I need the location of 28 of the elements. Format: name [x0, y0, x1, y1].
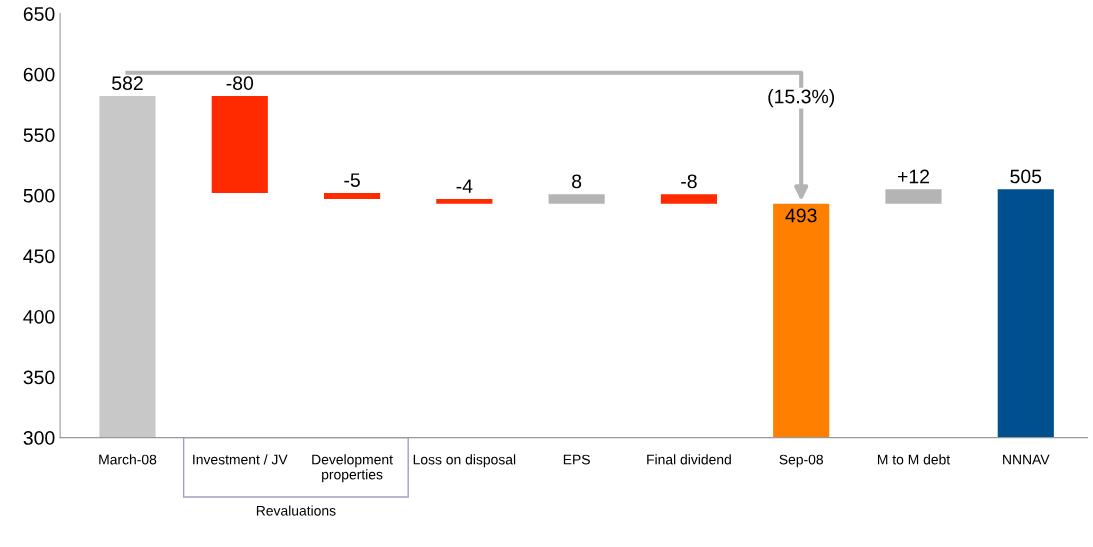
data-label: +12 — [897, 169, 930, 184]
data-label: 505 — [1010, 169, 1042, 184]
x-tick-label: Final dividend — [647, 454, 731, 465]
y-tick-label: 500 — [23, 188, 55, 203]
data-label: -5 — [344, 173, 360, 187]
data-label: 8 — [572, 174, 582, 189]
x-tick-label: EPS — [563, 454, 590, 465]
x-tick-label: Development properties — [312, 454, 393, 483]
x-tick-label: March-08 — [99, 454, 157, 465]
y-tick-label: 600 — [23, 67, 55, 82]
data-label: -4 — [456, 179, 473, 193]
x-tick-label: Investment / JV — [193, 454, 288, 465]
x-tick-label: Loss on disposal — [413, 454, 516, 468]
x-tick-label: Sep-08 — [779, 454, 823, 468]
data-label: 493 — [785, 208, 817, 223]
x-tick-label: NNNAV — [1003, 454, 1050, 465]
x-tick-label: M to M debt — [877, 454, 951, 465]
data-label: 582 — [112, 76, 143, 91]
y-tick-label: 550 — [23, 128, 55, 143]
y-tick-label: 350 — [23, 370, 55, 385]
text: Revaluations — [256, 505, 336, 516]
y-tick-label: 400 — [23, 309, 55, 324]
data-label: -80 — [226, 76, 254, 91]
y-tick-label: 300 — [23, 431, 55, 445]
y-tick-label: 450 — [23, 249, 55, 264]
y-tick-label: 650 — [23, 7, 55, 21]
annotation: (15.3%) — [768, 89, 835, 108]
data-label: -8 — [681, 174, 697, 189]
